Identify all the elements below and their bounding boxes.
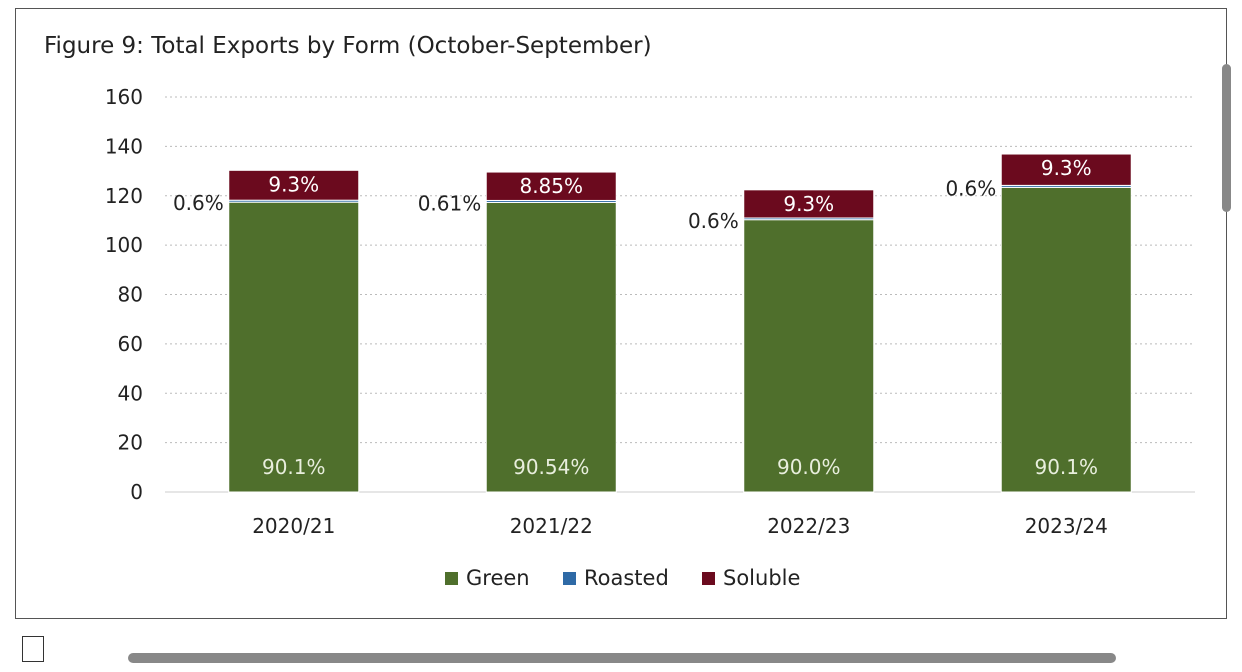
bar-green bbox=[1000, 186, 1132, 493]
legend-swatch-soluble bbox=[702, 571, 715, 585]
x-tick-label: 2023/24 bbox=[1025, 514, 1108, 538]
legend-soluble: Soluble bbox=[702, 566, 800, 590]
legend-swatch-roasted bbox=[563, 571, 576, 585]
x-tick-label: 2021/22 bbox=[510, 514, 593, 538]
data-label-soluble: 9.3% bbox=[783, 192, 834, 216]
checkbox[interactable] bbox=[22, 636, 44, 662]
data-label-roasted: 0.61% bbox=[418, 191, 482, 215]
bar-green bbox=[485, 201, 617, 493]
data-label-soluble: 9.3% bbox=[1041, 156, 1092, 180]
bar-soluble bbox=[485, 171, 617, 201]
legend-label: Soluble bbox=[723, 566, 801, 590]
horizontal-scrollbar[interactable] bbox=[128, 653, 1116, 663]
y-tick-label: 120 bbox=[105, 184, 143, 208]
bar-soluble bbox=[1000, 153, 1132, 186]
data-label-roasted: 0.6% bbox=[173, 191, 224, 215]
legend-green: Green bbox=[445, 566, 530, 590]
y-tick-label: 40 bbox=[118, 381, 143, 405]
data-label-green: 90.54% bbox=[513, 455, 589, 479]
x-tick-label: 2020/21 bbox=[252, 514, 335, 538]
chart-title: Figure 9: Total Exports by Form (October… bbox=[44, 33, 652, 59]
data-label-green: 90.0% bbox=[777, 455, 841, 479]
data-label-green: 90.1% bbox=[262, 455, 326, 479]
data-label-roasted: 0.6% bbox=[688, 209, 739, 233]
y-tick-label: 160 bbox=[105, 85, 143, 109]
data-label-roasted: 0.6% bbox=[945, 176, 996, 200]
y-tick-label: 20 bbox=[118, 431, 143, 455]
legend-label: Green bbox=[466, 566, 530, 590]
y-tick-label: 80 bbox=[118, 283, 143, 307]
bar-soluble bbox=[743, 189, 875, 219]
data-label-soluble: 8.85% bbox=[519, 174, 583, 198]
data-label-soluble: 9.3% bbox=[268, 172, 319, 196]
legend-label: Roasted bbox=[584, 566, 669, 590]
y-tick-label: 100 bbox=[105, 233, 143, 257]
legend-swatch-green bbox=[445, 571, 458, 585]
y-tick-label: 140 bbox=[105, 134, 143, 158]
legend-roasted: Roasted bbox=[563, 566, 669, 590]
data-label-green: 90.1% bbox=[1034, 455, 1098, 479]
bar-soluble bbox=[228, 169, 360, 201]
bar-green bbox=[743, 219, 875, 493]
y-tick-label: 0 bbox=[130, 480, 143, 504]
bar-green bbox=[228, 201, 360, 493]
vertical-scrollbar[interactable] bbox=[1222, 64, 1231, 212]
y-tick-label: 60 bbox=[118, 332, 143, 356]
x-tick-label: 2022/23 bbox=[767, 514, 850, 538]
